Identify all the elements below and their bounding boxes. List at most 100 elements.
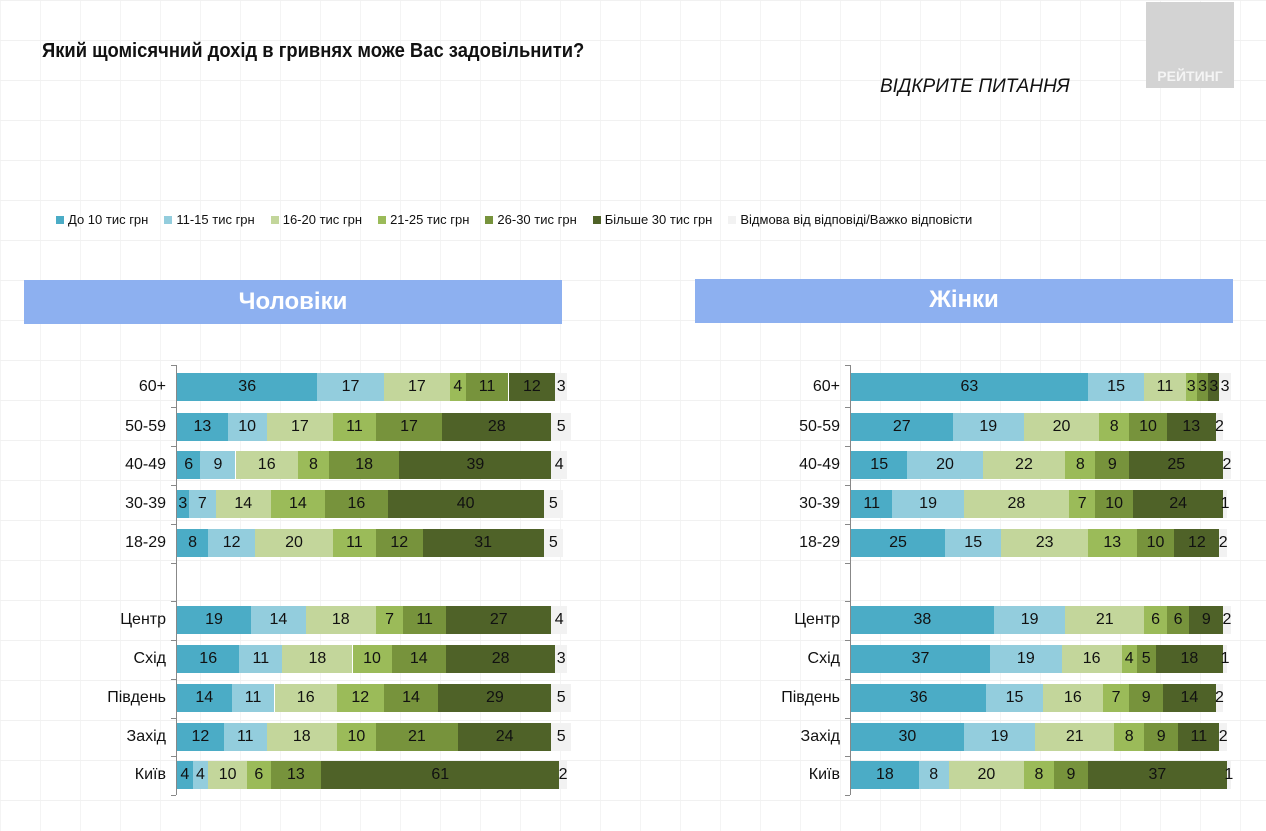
data-label: 11 <box>252 650 270 667</box>
bar-segment: 12 <box>208 529 255 557</box>
bar-segment: 1 <box>1221 645 1230 673</box>
data-label: 30 <box>898 728 917 745</box>
legend-swatch <box>56 215 64 224</box>
data-label: 20 <box>1052 418 1071 435</box>
data-label: 20 <box>936 456 954 473</box>
data-label: 24 <box>1169 495 1188 512</box>
data-label: 18 <box>875 766 894 783</box>
bar-segment: 5 <box>543 529 564 557</box>
data-label: 7 <box>197 495 207 512</box>
bar-segment: 2 <box>1219 723 1228 751</box>
axis-tick <box>845 563 850 564</box>
bar-segment: 13 <box>177 413 228 441</box>
data-label: 2 <box>1218 534 1228 551</box>
bar-segment: 3 <box>1219 373 1231 401</box>
axis-tick <box>171 524 176 525</box>
bar-segment: 8 <box>1114 723 1145 751</box>
bar-segment: 29 <box>438 684 552 712</box>
bar-segment: 8 <box>1023 761 1055 789</box>
y-axis <box>850 365 851 795</box>
data-label: 14 <box>269 611 288 628</box>
bar-segment: 14 <box>1163 684 1216 712</box>
bar-segment: 20 <box>255 529 333 557</box>
bar-segment: 13 <box>1087 529 1137 557</box>
data-label: 2 <box>1222 456 1232 473</box>
bar-segment: 12 <box>1174 529 1220 557</box>
data-label: 2 <box>1215 418 1224 435</box>
legend-item: Більше 30 тис грн <box>592 212 712 227</box>
bar-segment: 7 <box>188 490 216 518</box>
bar-segment: 15 <box>986 684 1043 712</box>
axis-tick <box>845 485 850 486</box>
legend-item: 21-25 тис грн <box>378 212 469 227</box>
data-label: 9 <box>1201 611 1211 628</box>
bar-segment: 37 <box>851 645 991 673</box>
data-label: 4 <box>195 766 205 783</box>
bar-segment: 18 <box>1155 645 1224 673</box>
data-label: 12 <box>351 689 370 706</box>
data-label: 1 <box>1220 495 1230 512</box>
bar-segment: 9 <box>1054 761 1088 789</box>
axis-tick <box>171 601 176 602</box>
data-label: 28 <box>1007 495 1026 512</box>
bar-segment: 4 <box>551 451 567 479</box>
data-label: 13 <box>287 766 305 783</box>
bar-segment: 11 <box>223 723 267 751</box>
data-label: 28 <box>487 418 506 435</box>
legend-item: 11-15 тис грн <box>164 212 255 227</box>
bar-segment: 3 <box>555 645 567 673</box>
bar-segment: 19 <box>990 645 1062 673</box>
bar-segment: 8 <box>1099 413 1130 441</box>
bar-segment: 28 <box>442 413 552 441</box>
bar-segment: 11 <box>403 606 447 634</box>
data-label: 12 <box>191 728 210 745</box>
legend: До 10 тис грн 11-15 тис грн 16-20 тис грн 2… <box>56 212 972 227</box>
category-label: Київ <box>134 766 166 783</box>
bar-segment: 10 <box>1095 490 1133 518</box>
data-label: 17 <box>341 378 360 395</box>
bar-segment: 19 <box>892 490 964 518</box>
data-label: 5 <box>548 495 558 512</box>
bar-segment: 16 <box>1042 684 1103 712</box>
bar-segment: 25 <box>851 529 945 557</box>
data-label: 22 <box>1015 456 1033 473</box>
data-label: 16 <box>1082 650 1101 667</box>
data-label: 6 <box>184 456 194 473</box>
bar-segment: 18 <box>305 606 376 634</box>
data-label: 11 <box>1156 378 1174 395</box>
women-chart: 60+ 63 15 11 3 3 3 3 50-59 27 19 20 8 10 13 2 40-49 15 20 2… <box>680 365 1266 796</box>
bar-segment: 14 <box>270 490 326 518</box>
data-label: 25 <box>1167 456 1186 473</box>
bar-segment: 1 <box>1220 490 1230 518</box>
axis-tick <box>845 756 850 757</box>
axis-tick <box>171 718 176 719</box>
bar-segment: 20 <box>907 451 983 479</box>
legend-label: 21-25 тис грн <box>390 212 470 227</box>
legend-swatch <box>270 215 279 224</box>
legend-item: До 10 тис грн <box>56 212 148 227</box>
data-label: 4 <box>554 611 564 628</box>
bar-segment: 8 <box>1065 451 1096 479</box>
data-label: 18 <box>1180 650 1199 667</box>
data-label: 19 <box>1020 611 1039 628</box>
bar-segment: 13 <box>270 761 322 789</box>
data-label: 18 <box>355 456 374 473</box>
data-label: 12 <box>523 378 541 395</box>
bar-segment: 31 <box>422 529 544 557</box>
bar-segment: 12 <box>508 373 556 401</box>
bar-segment: 21 <box>1065 606 1145 634</box>
data-label: 21 <box>1065 728 1084 745</box>
bar-segment: 21 <box>375 723 458 751</box>
bar-segment: 22 <box>982 451 1066 479</box>
axis-tick <box>845 365 850 366</box>
legend-swatch <box>378 215 387 224</box>
bar-segment: 7 <box>375 606 404 634</box>
data-label: 2 <box>1222 611 1232 628</box>
category-label: Схід <box>807 650 840 667</box>
data-label: 9 <box>1141 689 1151 706</box>
data-label: 15 <box>870 456 889 473</box>
data-label: 29 <box>485 689 504 706</box>
data-label: 4 <box>1124 650 1134 667</box>
bar-segment: 6 <box>1166 606 1190 634</box>
category-label: 40-49 <box>125 456 166 473</box>
